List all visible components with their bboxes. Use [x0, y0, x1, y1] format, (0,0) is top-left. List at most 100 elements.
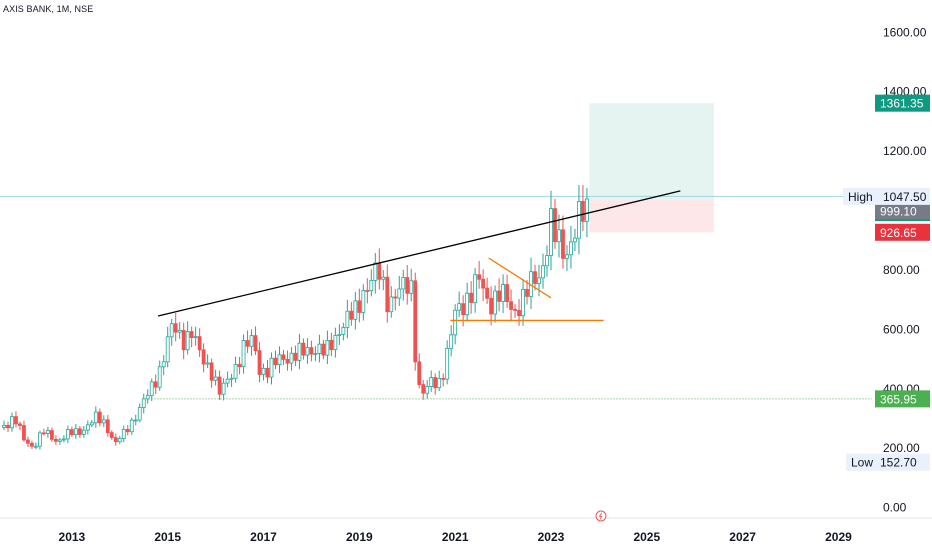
candle-body	[165, 336, 170, 363]
high-value: 1047.50	[883, 190, 927, 204]
candle-body	[30, 442, 34, 447]
candle-body	[501, 284, 505, 302]
candle-body	[465, 292, 470, 316]
target-price-tag-label: 1361.35	[880, 97, 924, 111]
candle-body	[345, 310, 350, 328]
candle-body	[421, 384, 426, 394]
stop-price-tag-label: 926.65	[880, 226, 917, 240]
candle-body	[301, 342, 306, 356]
candle-body	[53, 438, 58, 442]
ascending-trendline	[157, 190, 681, 317]
candle-body	[561, 229, 565, 259]
candle-body	[517, 310, 521, 317]
candle-body	[309, 347, 314, 355]
candle-body	[409, 280, 414, 294]
low-value: 152.70	[880, 456, 917, 470]
candle-body	[401, 277, 406, 290]
candle-body	[573, 237, 577, 243]
candle-body	[505, 284, 509, 302]
candle-body	[42, 432, 46, 435]
candle-body	[169, 323, 174, 338]
event-icon-bolt	[598, 512, 603, 520]
x-tick-label: 2017	[250, 530, 277, 544]
candle-body	[197, 336, 202, 351]
candle-body	[473, 274, 478, 303]
low-label: Low	[851, 456, 873, 470]
candle-body	[253, 335, 258, 352]
candle-body	[425, 386, 430, 394]
gray-price-tag-label: 999.10	[880, 204, 917, 218]
candle-body	[201, 349, 206, 365]
candle-body	[237, 364, 242, 367]
candle-body	[389, 296, 394, 313]
candle-body	[10, 416, 14, 429]
candle-body	[509, 301, 513, 310]
candle-body	[34, 445, 38, 448]
candle-body	[93, 411, 98, 424]
candle-body	[553, 208, 557, 243]
candle-body	[77, 428, 82, 435]
candle-body	[50, 430, 54, 440]
candle-body	[377, 262, 382, 280]
candle-body	[257, 350, 262, 375]
x-tick-label: 2027	[729, 530, 756, 544]
candle-body	[305, 347, 310, 356]
candle-body	[341, 327, 346, 335]
candle-body	[153, 381, 158, 388]
candle-body	[213, 376, 218, 381]
candle-body	[69, 429, 74, 436]
y-tick-label: 800.00	[883, 263, 920, 277]
candle-body	[493, 290, 497, 315]
candle-body	[317, 343, 322, 354]
candle-body	[329, 339, 334, 351]
target-price-tag-bg	[875, 94, 930, 112]
symbol-title: AXIS BANK, 1M, NSE	[3, 4, 94, 14]
x-tick-label: 2025	[633, 530, 660, 544]
candle-body	[581, 201, 585, 222]
candle-body	[221, 382, 226, 395]
candle-body	[521, 288, 525, 317]
candle-body	[121, 429, 126, 439]
candle-body	[265, 367, 270, 378]
candle-body	[313, 353, 318, 355]
candle-body	[405, 277, 410, 294]
candle-body	[6, 424, 10, 429]
candle-body	[541, 265, 545, 279]
candle-body	[205, 362, 210, 365]
x-tick-label: 2029	[825, 530, 852, 544]
candle-body	[97, 411, 102, 424]
candle-body	[393, 296, 398, 299]
candle-body	[81, 429, 86, 435]
candle-body	[497, 290, 501, 302]
candle-body	[233, 364, 238, 379]
target-zone	[589, 103, 714, 200]
candle-body	[245, 340, 250, 347]
candle-body	[229, 377, 234, 380]
candle-body	[353, 300, 358, 320]
y-tick-label: 600.00	[883, 322, 920, 336]
candle-body	[225, 378, 230, 384]
candle-body	[361, 290, 366, 313]
candle-body	[489, 297, 493, 315]
candle-body	[261, 367, 266, 375]
candle-body	[14, 416, 18, 425]
candle-body	[22, 425, 26, 441]
candle-body	[137, 407, 142, 421]
candle-body	[109, 432, 114, 438]
candle-body	[269, 357, 274, 378]
candle-body	[365, 290, 370, 292]
x-tick-label: 2019	[346, 530, 373, 544]
support-price-tag-label: 365.95	[880, 392, 917, 406]
high-label-bg	[843, 187, 930, 205]
candle-body	[85, 424, 90, 431]
candle-body	[18, 423, 22, 426]
candle-body	[149, 381, 154, 397]
candle-body	[73, 428, 78, 436]
candle-body	[373, 262, 378, 281]
candle-body	[189, 331, 194, 338]
support-price-tag-bg	[875, 390, 930, 408]
candle-body	[445, 347, 450, 380]
candle-body	[209, 362, 214, 381]
high-label: High	[848, 190, 873, 204]
